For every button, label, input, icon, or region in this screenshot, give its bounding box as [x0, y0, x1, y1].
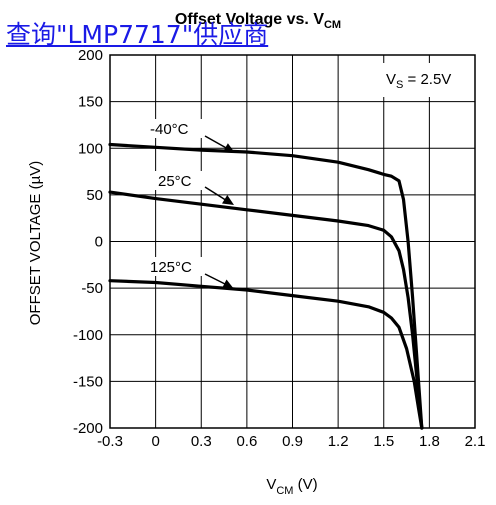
- x-tick-label: 0.9: [282, 433, 303, 450]
- y-tick-label: 50: [86, 187, 103, 204]
- condition-label: VS = 2.5V: [386, 71, 451, 91]
- annotation-bg: [147, 119, 205, 138]
- annotation-label: 25°C: [158, 173, 192, 190]
- y-tick-label: -50: [81, 280, 103, 297]
- x-tick-label: 2.1: [465, 433, 486, 450]
- y-tick-label: 0: [95, 234, 103, 251]
- series-line-0: [108, 142, 424, 430]
- x-tick-label: -0.3: [97, 433, 123, 450]
- y-tick-label: -200: [73, 420, 103, 437]
- x-axis-label: VCM (V): [266, 476, 317, 497]
- x-tick-label: 0.6: [236, 433, 257, 450]
- annotation-arrow-line: [204, 273, 229, 287]
- plot-frame: [109, 54, 476, 429]
- annotation-label: 125°C: [150, 259, 192, 276]
- supplier-query-link[interactable]: 查询"LMP7717"供应商: [6, 20, 269, 49]
- condition-box: VS = 2.5V: [376, 63, 471, 97]
- grid: [110, 55, 475, 428]
- tick-labels: -0.3 0 0.3 0.6 0.9 1.2 1.5 1.8 2.1 -200 -150 -100 -5…: [73, 47, 485, 450]
- series-line-1: [108, 190, 424, 430]
- curves: [108, 142, 424, 430]
- y-tick-label: -100: [73, 327, 103, 344]
- y-tick-label: 150: [78, 94, 103, 111]
- annotation-arrow-head: [221, 279, 234, 289]
- x-tick-label: 1.8: [419, 433, 440, 450]
- x-tick-label: 0: [151, 433, 159, 450]
- y-axis-label: OFFSET VOLTAGE (µV): [27, 161, 44, 326]
- y-tick-label: 200: [78, 47, 103, 64]
- x-tick-label: 0.3: [191, 433, 212, 450]
- annotation-arrow-line: [204, 186, 229, 203]
- annotation-arrow-head: [222, 143, 235, 153]
- chart-title: Offset Voltage vs. VCM: [175, 11, 341, 31]
- annotation-bg: [155, 171, 205, 190]
- x-tick-label: 1.5: [373, 433, 394, 450]
- annotation-bg: [147, 257, 205, 276]
- annotation-label: -40°C: [150, 121, 189, 138]
- y-tick-label: 100: [78, 140, 103, 157]
- annotation-arrow-line: [204, 135, 230, 151]
- y-tick-label: -150: [73, 373, 103, 390]
- x-tick-label: 1.2: [328, 433, 349, 450]
- annotation-arrow-head: [222, 194, 234, 205]
- series-line-2: [108, 279, 424, 430]
- annotations: -40°C 25°C 125°C: [147, 119, 235, 289]
